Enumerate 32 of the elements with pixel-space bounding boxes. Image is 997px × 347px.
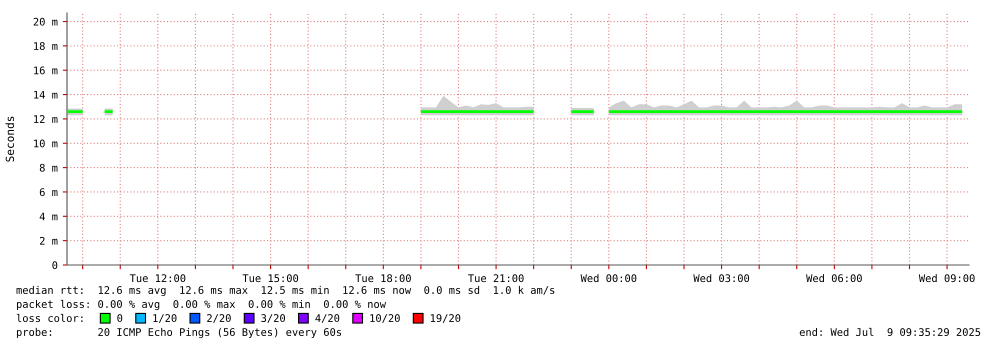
y-tick-label: 12 m [34,115,58,123]
x-tick-label: Tue 18:00 [355,274,411,282]
legend-label: 4/20 [315,314,340,323]
x-tick-label: Wed 00:00 [580,274,636,282]
x-tick-label: Tue 12:00 [130,274,186,282]
y-axis-title: Seconds [5,116,14,162]
legend-label: 10/20 [370,314,400,323]
y-tick-label: 8 m [40,164,58,172]
x-tick-label: Tue 15:00 [242,274,298,282]
y-tick-label: 18 m [34,42,58,50]
y-tick-label: 20 m [34,18,58,26]
y-tick-label: 10 m [34,140,58,148]
text: median rtt: 12.6 ms avg 12.6 ms max 12.5 ms min 12.6 ms now 0.0 ms sd 1.0 k am/s [16,286,554,296]
x-tick-label: Tue 21:00 [468,274,524,282]
text: probe: 20 ICMP Echo Pings (56 Bytes) every 60s [16,328,342,338]
y-tick-label: 14 m [34,90,58,99]
text: packet loss: 0.00 % avg 0.00 % max 0.00 % min 0.00 % now [16,300,386,310]
x-tick-label: Wed 06:00 [806,274,862,282]
legend-label: 3/20 [261,314,286,323]
y-tick-label: 2 m [40,236,58,245]
y-tick-label: 0 [52,261,58,270]
legend-title: loss color: [16,314,82,322]
legend-label: 19/20 [430,314,460,323]
x-tick-label: Wed 03:00 [693,274,750,282]
y-tick-label: 4 m [40,212,58,220]
text: end: Wed Jul 9 09:35:29 2025 [800,328,980,336]
y-tick-label: 6 m [40,188,58,196]
y-tick-label: 16 m [34,66,58,74]
legend-label: 1/20 [153,314,177,323]
x-tick-label: Wed 09:00 [918,274,975,282]
legend-label: 0 [117,314,122,322]
legend-label: 2/20 [207,314,231,323]
